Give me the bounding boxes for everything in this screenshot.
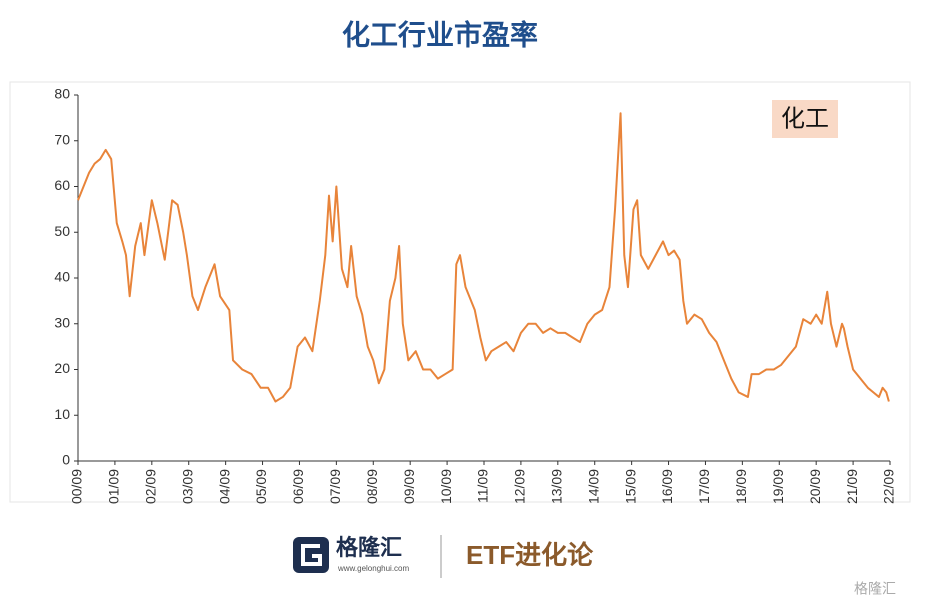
y-tick-label: 30 bbox=[54, 314, 70, 330]
logo bbox=[293, 537, 329, 573]
x-tick-label: 16/09 bbox=[659, 469, 675, 504]
x-tick-label: 06/09 bbox=[290, 469, 306, 504]
x-tick-label: 22/09 bbox=[881, 469, 897, 504]
x-tick-label: 10/09 bbox=[438, 469, 454, 504]
y-tick-label: 40 bbox=[54, 269, 70, 285]
x-tick-label: 17/09 bbox=[696, 469, 712, 504]
x-tick-label: 21/09 bbox=[844, 469, 860, 504]
x-tick-label: 11/09 bbox=[475, 469, 491, 503]
y-tick-label: 0 bbox=[62, 452, 70, 468]
x-tick-label: 15/09 bbox=[622, 469, 638, 504]
x-tick-label: 01/09 bbox=[106, 469, 122, 504]
y-tick-label: 60 bbox=[54, 177, 70, 193]
x-tick-label: 02/09 bbox=[143, 469, 159, 504]
x-tick-label: 14/09 bbox=[585, 469, 601, 504]
frame bbox=[9, 81, 911, 503]
annotation-box bbox=[772, 100, 838, 138]
x-tick-label: 07/09 bbox=[327, 469, 343, 504]
y-tick-label: 20 bbox=[54, 360, 70, 376]
x-tick-label: 05/09 bbox=[253, 469, 269, 504]
y-tick-label: 50 bbox=[54, 223, 70, 239]
watermark: 格隆汇 bbox=[854, 581, 896, 597]
x-tick-label: 19/09 bbox=[770, 469, 786, 504]
y-tick-label: 80 bbox=[54, 86, 70, 102]
x-tick-label: 12/09 bbox=[512, 469, 528, 504]
logo-glyph bbox=[301, 544, 322, 566]
x-tick-label: 00/09 bbox=[69, 469, 85, 504]
line-series bbox=[77, 112, 890, 403]
brand: 格隆汇 bbox=[336, 535, 402, 560]
x-tick-label: 09/09 bbox=[401, 469, 417, 504]
chart-title: 化工行业市盈率 bbox=[342, 18, 538, 50]
x-tick-label: 20/09 bbox=[807, 469, 823, 504]
annotation: 化工 bbox=[781, 105, 829, 132]
x-tick-label: 03/09 bbox=[179, 469, 195, 504]
product: ETF进化论 bbox=[466, 540, 594, 570]
brand-url: www.gelonghui.com bbox=[337, 564, 409, 573]
logo-icon bbox=[293, 537, 329, 573]
y-tick-label: 10 bbox=[54, 406, 70, 422]
x-tick-label: 04/09 bbox=[216, 469, 232, 504]
x-tick-label: 13/09 bbox=[549, 469, 565, 504]
y-tick-label: 70 bbox=[54, 131, 70, 147]
x-tick-label: 08/09 bbox=[364, 469, 380, 504]
x-tick-label: 18/09 bbox=[733, 469, 749, 504]
